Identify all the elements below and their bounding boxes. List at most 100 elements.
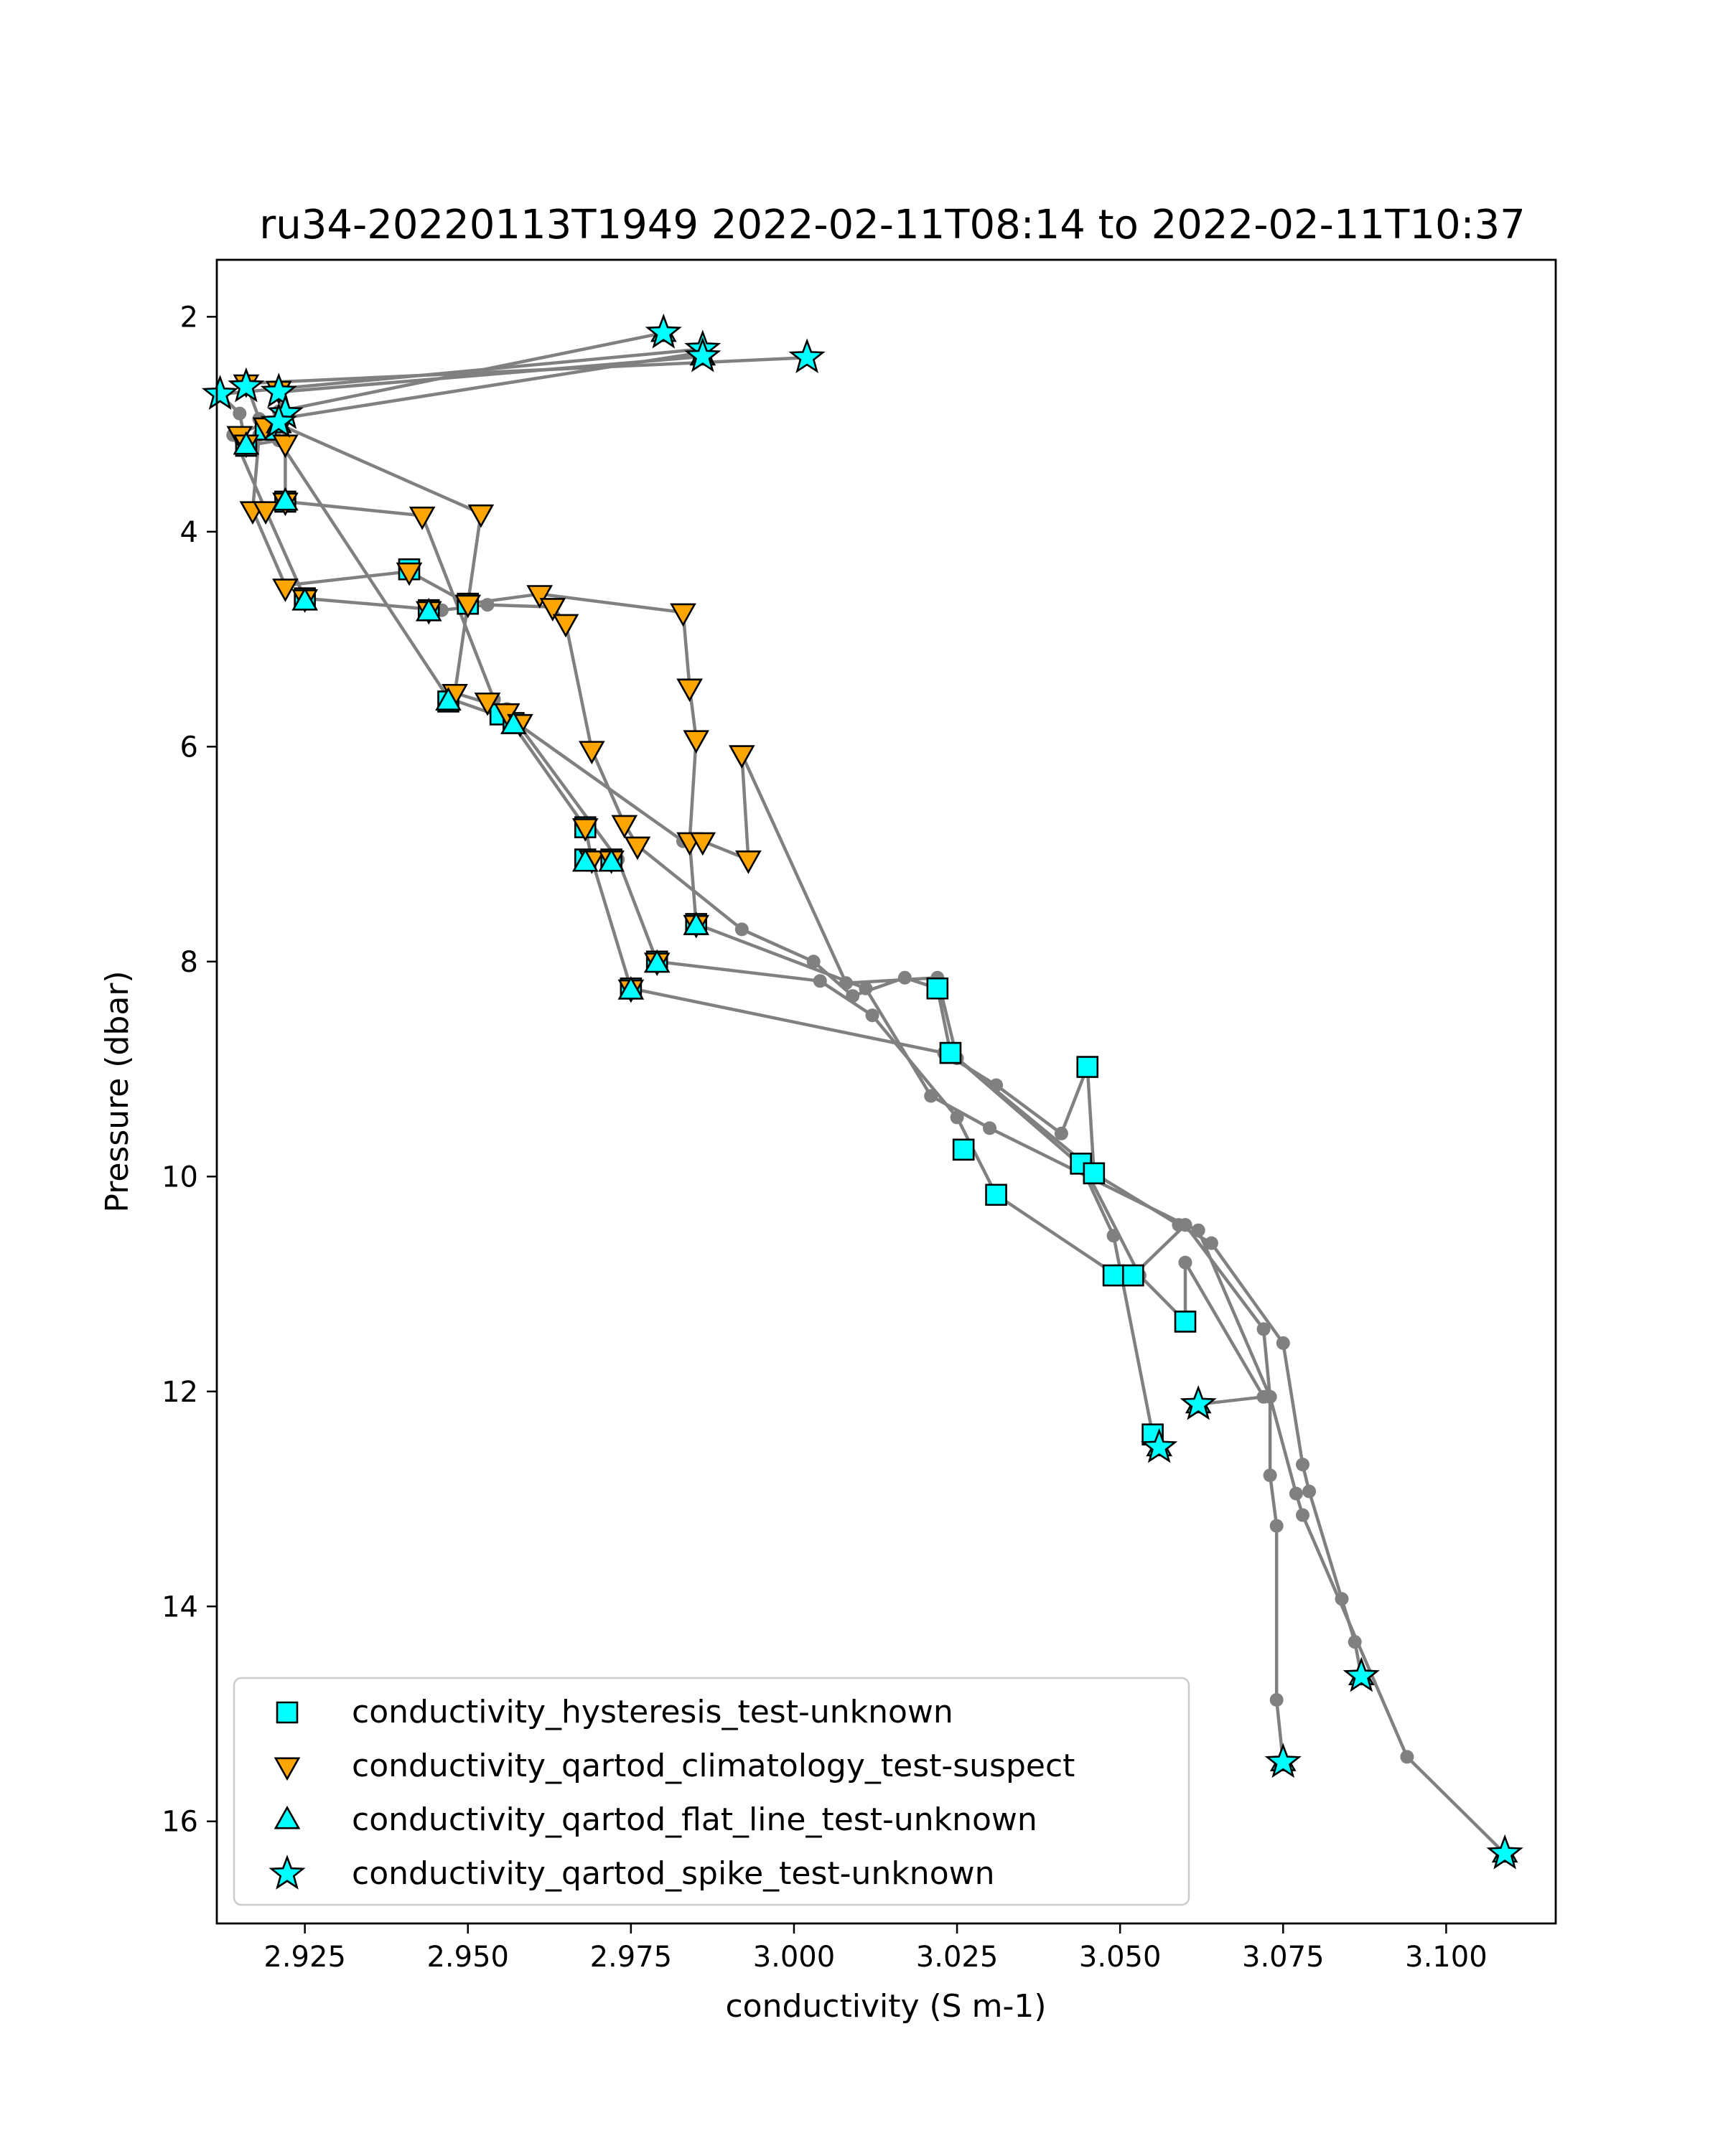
legend-marker-square: [276, 1701, 299, 1724]
series-point-triangle-up: [291, 587, 318, 611]
series-point-triangle-down: [467, 504, 495, 528]
legend-entry: conductivity_hysteresis_test-unknown: [276, 1694, 953, 1730]
series-point-triangle-up: [435, 687, 462, 711]
legend-label: conductivity_qartod_climatology_test-sus…: [352, 1748, 1075, 1784]
x-tick-label: 2.925: [263, 1941, 346, 1974]
series-4: [201, 313, 1523, 1870]
profile-point: [1276, 1336, 1290, 1350]
y-tick-label: 4: [180, 516, 198, 549]
profile-line: [231, 350, 1161, 1448]
y-axis: 2 4 6 8 10 12 14 16: [162, 301, 217, 1839]
series-point-triangle-up: [643, 949, 671, 973]
x-tick-label: 3.075: [1242, 1941, 1325, 1974]
profile-point: [233, 406, 247, 421]
series-point-triangle-down: [676, 678, 703, 703]
profile-point: [1263, 1468, 1277, 1483]
profile-point: [734, 922, 749, 937]
series-point-star: [260, 372, 297, 408]
profile-point: [983, 1121, 996, 1135]
legend-marker-triangle-up: [274, 1805, 301, 1829]
y-tick-label: 16: [162, 1806, 198, 1839]
profile-point: [1302, 1484, 1317, 1499]
profile-point: [865, 1008, 879, 1023]
series-point-square: [1083, 1162, 1106, 1185]
profile-point: [1269, 1519, 1284, 1533]
chart-title: ru34-20220113T1949 2022-02-11T08:14 to 2…: [259, 202, 1525, 248]
series-point-star: [1264, 1743, 1302, 1778]
series-point-triangle-down: [526, 585, 553, 609]
series-point-triangle-down: [571, 818, 599, 842]
x-tick-label: 2.975: [590, 1941, 673, 1974]
y-tick-label: 8: [180, 946, 198, 979]
series-point-square: [985, 1184, 1007, 1206]
series-point-triangle-up: [500, 711, 527, 734]
series-point-triangle-down: [683, 730, 710, 754]
y-tick-label: 2: [180, 301, 198, 334]
profile-point: [480, 598, 495, 612]
series-point-triangle-down: [252, 501, 279, 525]
series-point-star: [684, 337, 722, 372]
legend: conductivity_hysteresis_test-unknowncond…: [233, 1677, 1190, 1906]
profile-point: [1178, 1255, 1192, 1270]
series-point-star: [201, 375, 239, 410]
x-tick-label: 3.100: [1405, 1941, 1488, 1974]
series-point-square: [1076, 1056, 1099, 1078]
profile-point: [950, 1110, 964, 1125]
legend-entries: conductivity_hysteresis_test-unknowncond…: [269, 1694, 1075, 1892]
series-point-star: [1180, 1384, 1217, 1420]
legend-label: conductivity_hysteresis_test-unknown: [352, 1694, 953, 1730]
series-point-triangle-down: [624, 836, 651, 861]
legend-marker-triangle-down: [274, 1757, 301, 1781]
profile-point: [1191, 1223, 1205, 1237]
x-tick-label: 3.050: [1079, 1941, 1162, 1974]
x-tick-label: 3.025: [916, 1941, 999, 1974]
profile-point: [1400, 1750, 1414, 1764]
plot-content: [201, 313, 1523, 1870]
x-tick-label: 3.000: [753, 1941, 836, 1974]
legend-entry: conductivity_qartod_climatology_test-sus…: [274, 1748, 1075, 1784]
x-tick-label: 2.950: [426, 1941, 509, 1974]
series-point-triangle-down: [539, 598, 566, 622]
series-point-triangle-down: [474, 692, 501, 716]
series-point-triangle-down: [689, 832, 716, 856]
series-point-star: [645, 313, 682, 349]
profile-point: [1054, 1126, 1068, 1140]
series-point-triangle-down: [272, 434, 299, 459]
profile-point: [839, 976, 854, 990]
profile-point: [1204, 1236, 1218, 1250]
y-tick-label: 10: [162, 1161, 198, 1194]
series-point-triangle-down: [611, 815, 638, 839]
y-axis-label: Pressure (dbar): [99, 970, 136, 1212]
profile-point: [1269, 1693, 1284, 1707]
series-point-star: [788, 338, 826, 374]
profile-point: [1296, 1458, 1309, 1472]
series-point-triangle-down: [579, 741, 605, 764]
profile-point: [1256, 1389, 1271, 1404]
plot-frame: [215, 258, 1557, 1925]
series-point-star: [1141, 1428, 1178, 1463]
profile-point: [897, 970, 912, 985]
series-point-triangle-down: [408, 506, 436, 530]
series-point-triangle-down: [454, 594, 482, 619]
y-tick-label: 6: [180, 731, 198, 764]
legend-entry: conductivity_qartod_spike_test-unknown: [269, 1855, 995, 1892]
series-point-triangle-up: [617, 976, 645, 1000]
series-point-triangle-up: [598, 848, 625, 872]
series-point-star: [228, 367, 265, 403]
legend-box: [233, 1677, 1190, 1906]
x-axis: 2.925 2.950 2.975 3.000 3.025 3.050 3.075 3.100: [263, 1923, 1488, 1974]
profile-point: [806, 955, 821, 969]
series-point-square: [1122, 1264, 1144, 1287]
series-point-triangle-up: [571, 848, 599, 872]
legend-label: conductivity_qartod_spike_test-unknown: [352, 1855, 995, 1892]
series-point-triangle-down: [728, 745, 755, 769]
series-point-triangle-up: [272, 487, 299, 511]
series-point-triangle-up: [683, 911, 710, 935]
profile-point: [1296, 1508, 1309, 1522]
y-tick-label: 12: [162, 1376, 198, 1409]
series-point-square: [1102, 1264, 1125, 1287]
series-point-square: [1174, 1311, 1197, 1333]
series-point-triangle-down: [670, 603, 696, 627]
